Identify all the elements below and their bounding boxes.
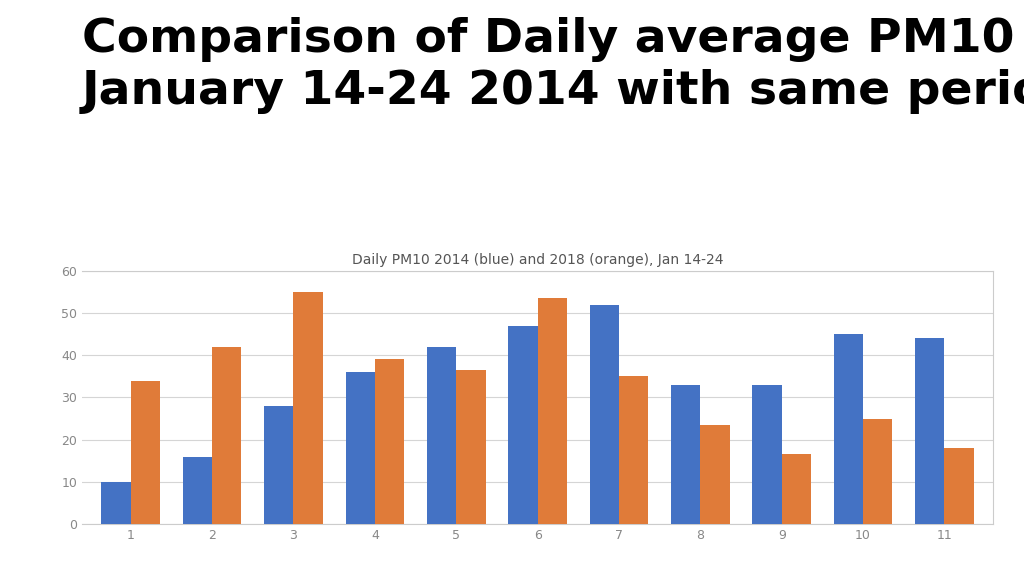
Bar bbox=[700, 425, 730, 524]
Bar bbox=[183, 457, 212, 524]
Title: Daily PM10 2014 (blue) and 2018 (orange), Jan 14-24: Daily PM10 2014 (blue) and 2018 (orange)… bbox=[352, 253, 723, 267]
Bar bbox=[457, 370, 485, 524]
Bar bbox=[915, 338, 944, 524]
Bar bbox=[212, 347, 242, 524]
Bar bbox=[753, 385, 781, 524]
Bar bbox=[538, 298, 567, 524]
Bar bbox=[590, 305, 618, 524]
Text: Comparison of Daily average PM10 at Jerry Plains,
January 14-24 2014 with same p: Comparison of Daily average PM10 at Jerr… bbox=[82, 17, 1024, 114]
Bar bbox=[671, 385, 700, 524]
Bar bbox=[294, 292, 323, 524]
Bar bbox=[944, 448, 974, 524]
Bar bbox=[264, 406, 294, 524]
Bar bbox=[508, 325, 538, 524]
Bar bbox=[618, 376, 648, 524]
Bar bbox=[427, 347, 457, 524]
Bar bbox=[131, 381, 160, 524]
Bar bbox=[781, 454, 811, 524]
Bar bbox=[345, 372, 375, 524]
Bar bbox=[101, 482, 131, 524]
Bar bbox=[863, 419, 892, 524]
Bar bbox=[375, 359, 404, 524]
Legend: Series1, Series2: Series1, Series2 bbox=[458, 574, 617, 576]
Bar bbox=[834, 334, 863, 524]
